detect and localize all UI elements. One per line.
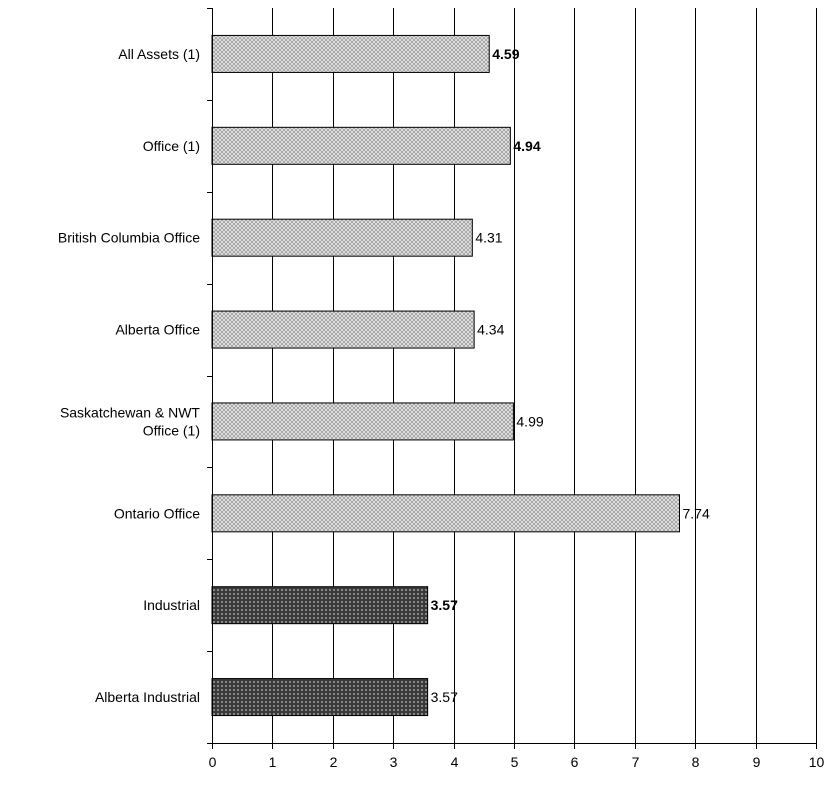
x-tick-label-5: 5 bbox=[511, 754, 519, 770]
x-tick-label-4: 4 bbox=[451, 754, 459, 770]
bar-6 bbox=[211, 494, 680, 533]
value-label-3: 4.31 bbox=[475, 230, 502, 246]
bars bbox=[211, 34, 680, 717]
bar-7 bbox=[211, 586, 429, 625]
axes bbox=[207, 8, 817, 749]
value-label-1: 4.59 bbox=[492, 46, 519, 62]
bar-5 bbox=[211, 402, 514, 441]
x-tick-label-0: 0 bbox=[209, 754, 217, 770]
x-tick-label-6: 6 bbox=[571, 754, 579, 770]
value-label-7: 3.57 bbox=[431, 597, 458, 613]
gridlines bbox=[272, 8, 817, 743]
x-tick-label-7: 7 bbox=[632, 754, 640, 770]
value-label-2: 4.94 bbox=[513, 138, 540, 154]
x-tick-label-9: 9 bbox=[753, 754, 761, 770]
category-label-4: Alberta Office bbox=[115, 322, 200, 338]
x-tick-label-1: 1 bbox=[269, 754, 277, 770]
value-label-6: 7.74 bbox=[682, 505, 709, 521]
category-label-6: Ontario Office bbox=[114, 505, 200, 521]
x-tick-label-10: 10 bbox=[809, 754, 824, 770]
bar-1 bbox=[211, 34, 490, 73]
bar-2 bbox=[211, 126, 511, 165]
value-label-5: 4.99 bbox=[516, 413, 543, 429]
category-label-5-line-1: Saskatchewan & NWT bbox=[60, 404, 200, 420]
category-label-5-line-2: Office (1) bbox=[143, 422, 200, 438]
category-label-7: Industrial bbox=[143, 597, 200, 613]
x-tick-label-2: 2 bbox=[330, 754, 338, 770]
x-tick-label-3: 3 bbox=[390, 754, 398, 770]
bar-8 bbox=[211, 678, 429, 717]
bar-4 bbox=[211, 310, 475, 349]
value-label-8: 3.57 bbox=[431, 689, 458, 705]
category-label-3: British Columbia Office bbox=[58, 230, 200, 246]
labels: 4.59 All Assets (1) 4.94 Office (1) 4.31 Brit… bbox=[58, 46, 824, 770]
category-label-1: All Assets (1) bbox=[118, 46, 200, 62]
bar-3 bbox=[211, 218, 473, 257]
value-label-4: 4.34 bbox=[477, 322, 504, 338]
x-tick-label-8: 8 bbox=[692, 754, 700, 770]
category-label-8: Alberta Industrial bbox=[95, 689, 200, 705]
category-label-2: Office (1) bbox=[143, 138, 200, 154]
